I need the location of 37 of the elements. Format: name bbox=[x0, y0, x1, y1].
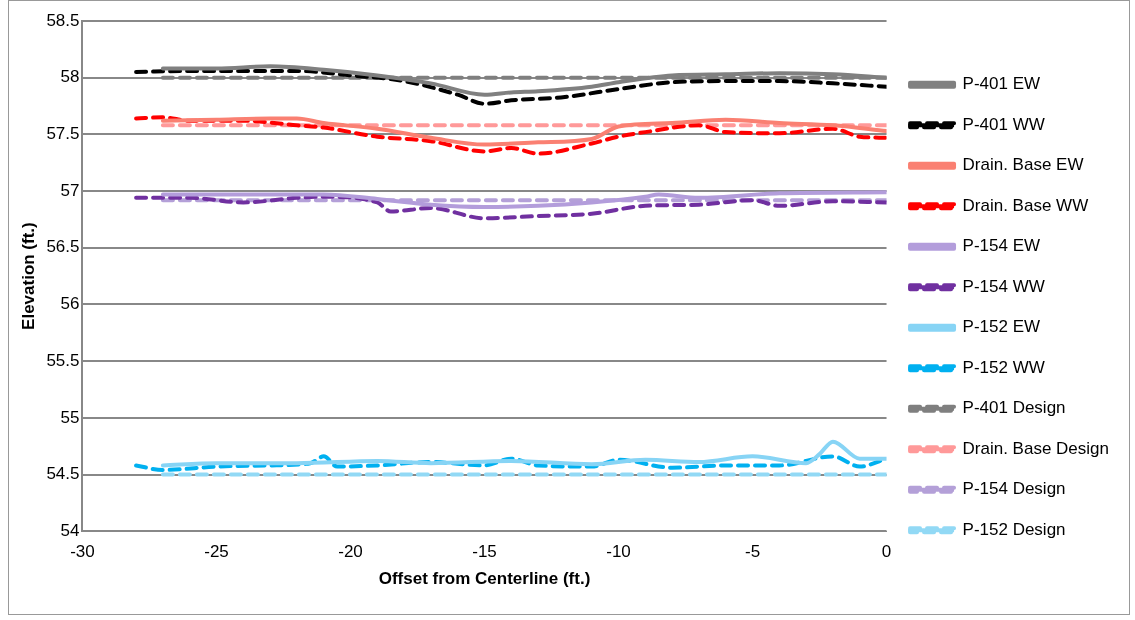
y-tick-label: 56.5 bbox=[46, 237, 80, 257]
y-tick-label: 57 bbox=[60, 180, 80, 200]
y-tick-label: 55 bbox=[60, 407, 80, 427]
line-series bbox=[134, 115, 887, 156]
line-series bbox=[160, 116, 887, 147]
x-tick-label: -15 bbox=[472, 542, 497, 562]
x-tick-label: -5 bbox=[744, 542, 761, 562]
legend-label: P-154 Design bbox=[962, 479, 1066, 499]
legend-label: P-154 WW bbox=[962, 276, 1045, 296]
y-tick-label: 55.5 bbox=[46, 350, 80, 370]
y-tick-label: 54 bbox=[60, 520, 80, 540]
x-tick-label: 0 bbox=[881, 542, 892, 562]
line-series bbox=[134, 68, 887, 106]
y-tick-label: 58.5 bbox=[46, 10, 80, 30]
legend-label: P-152 Design bbox=[962, 519, 1066, 539]
y-tick-label: 58 bbox=[60, 67, 80, 87]
legend-label: P-401 WW bbox=[962, 114, 1045, 134]
x-tick-label: -20 bbox=[338, 542, 363, 562]
y-tick-label: 54.5 bbox=[46, 464, 80, 484]
legend-label: P-152 WW bbox=[962, 357, 1045, 377]
legend-label: P-152 EW bbox=[962, 317, 1041, 337]
x-tick-label: -10 bbox=[606, 542, 631, 562]
legend-label: Drain. Base WW bbox=[962, 195, 1089, 215]
x-tick-label: -30 bbox=[70, 542, 95, 562]
legend-label: Drain. Base Design bbox=[962, 438, 1110, 458]
legend-label: P-154 EW bbox=[962, 236, 1041, 256]
x-axis-title: Offset from Centerline (ft.) bbox=[378, 569, 591, 589]
legend-label: Drain. Base EW bbox=[962, 155, 1084, 175]
y-axis-title: Elevation (ft.) bbox=[18, 222, 38, 330]
line-series bbox=[160, 190, 887, 209]
legend-label: P-401 EW bbox=[962, 74, 1041, 94]
line-series bbox=[134, 194, 887, 221]
line-series bbox=[160, 439, 887, 468]
x-tick-label: -25 bbox=[204, 542, 229, 562]
legend-label: P-401 Design bbox=[962, 398, 1066, 418]
y-tick-label: 57.5 bbox=[46, 124, 80, 144]
y-tick-label: 56 bbox=[60, 294, 80, 314]
